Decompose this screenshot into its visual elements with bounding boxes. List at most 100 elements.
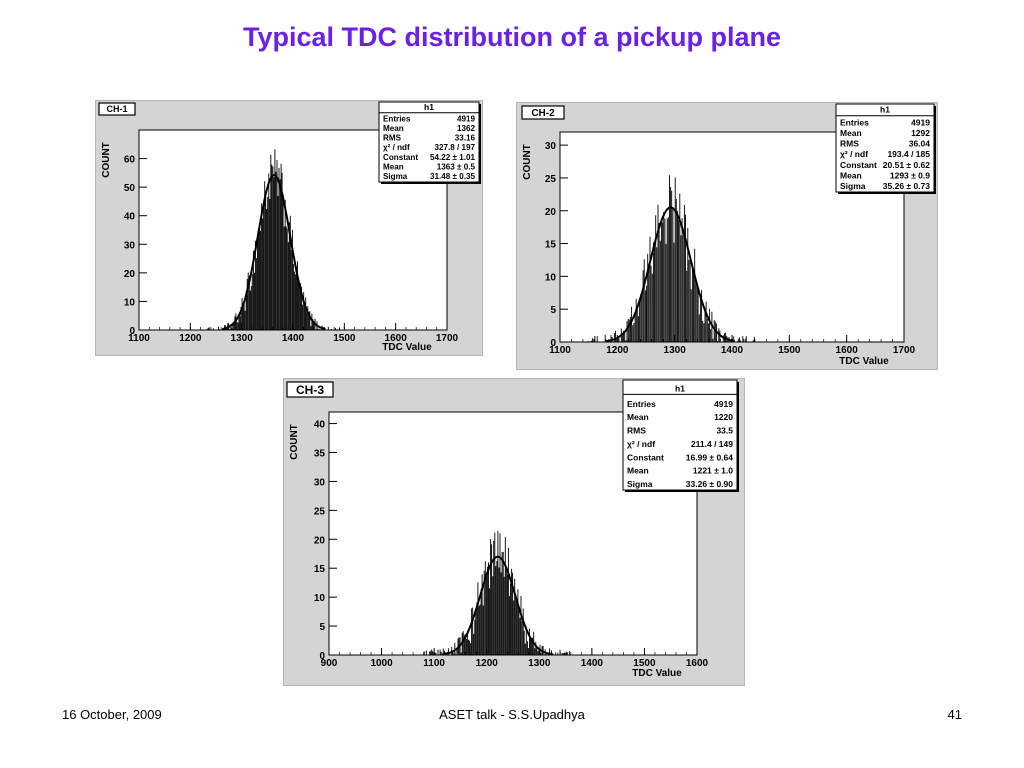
x-tick-label: 1200 [606,345,629,356]
y-tick-label: 0 [129,326,135,337]
stats-value: 1362 [457,124,476,133]
y-tick-label: 15 [545,240,557,251]
y-tick-label: 5 [319,622,325,633]
stats-value: 193.4 / 185 [887,149,930,159]
x-tick-label: 1700 [436,333,459,344]
stats-label: χ² / ndf [840,149,868,159]
x-tick-label: 1500 [333,333,356,344]
y-axis-label: COUNT [289,424,300,460]
y-tick-label: 20 [545,207,557,218]
stats-label: Constant [383,153,418,162]
x-tick-label: 1400 [282,333,305,344]
x-tick-label: 900 [321,658,338,669]
stats-box [378,101,480,183]
stats-box [622,379,738,491]
stats-value: 33.16 [455,134,476,143]
x-tick-label: 1600 [385,333,408,344]
stats-label: Sigma [840,181,866,191]
channel-label: CH-3 [296,383,324,397]
channel-label-box [98,102,136,116]
y-tick-label: 10 [545,272,557,283]
x-tick-label: 1500 [633,658,656,669]
x-tick-label: 1500 [778,345,801,356]
stats-value: 1220 [714,412,733,422]
stats-label: Entries [840,117,869,127]
stats-title: h1 [880,105,890,115]
x-tick-label: 1200 [179,333,202,344]
channel-label: CH-1 [106,104,127,114]
stats-value: 16.99 ± 0.64 [686,452,733,462]
y-tick-label: 20 [314,535,326,546]
stats-value: 1363 ± 0.5 [437,162,476,171]
y-tick-label: 10 [124,297,136,308]
stats-title: h1 [424,102,434,112]
y-tick-label: 25 [314,506,326,517]
chart-ch3: CH-3 0 5 10 15 20 25 30 35 40 900 1000 1100 1200 1300 1… [283,378,745,686]
y-tick-label: 5 [550,305,556,316]
y-axis-label: COUNT [522,144,533,180]
x-tick-label: 1600 [686,658,709,669]
x-tick-label: 1600 [836,345,859,356]
chart-ch2: CH-2 0 5 10 15 20 25 30 1100 1200 1300 1400 1500 1600… [516,102,938,370]
y-tick-label: 60 [124,155,136,166]
channel-label: CH-2 [531,108,555,119]
stats-label: Constant [627,452,664,462]
slide-number: 41 [947,707,962,722]
y-tick-label: 10 [314,593,326,604]
stats-value: 1221 ± 1.0 [693,466,733,476]
y-tick-label: 30 [545,141,557,152]
stats-label: Mean [383,162,404,171]
gaussian-fit-curve [441,555,554,656]
gaussian-fit-curve [222,174,326,331]
chart-panel-ch1: CH-1 0 10 20 30 40 50 60 1100 1200 1300 1400 1500 160… [95,100,483,356]
y-tick-label: 0 [550,338,556,349]
stats-value: 1292 [911,128,930,138]
x-tick-label: 1300 [528,658,551,669]
x-tick-label: 1100 [549,345,571,356]
x-tick-label: 1000 [370,658,393,669]
x-tick-label: 1100 [423,658,445,669]
stats-value: 31.48 ± 0.35 [430,172,475,181]
stats-label: Mean [840,128,862,138]
x-tick-label: 1300 [664,345,687,356]
stats-value: 211.4 / 149 [691,439,733,449]
stats-label: Sigma [383,172,408,181]
footer-date: 16 October, 2009 [62,707,162,722]
y-tick-label: 25 [545,174,557,185]
y-tick-label: 50 [124,183,136,194]
stats-label: RMS [840,139,859,149]
stats-value: 1293 ± 0.9 [890,170,930,180]
channel-label-box [286,381,334,398]
y-axis-label: COUNT [101,142,112,178]
channel-label-box [521,105,565,120]
stats-value: 35.26 ± 0.73 [883,181,930,191]
stats-value: 36.04 [909,139,931,149]
x-tick-label: 1300 [231,333,254,344]
stats-label: χ² / ndf [627,439,655,449]
y-tick-label: 35 [314,449,326,460]
stats-label: Sigma [627,479,653,489]
stats-value: 20.51 ± 0.62 [883,160,930,170]
stats-value: 4919 [714,399,733,409]
stats-label: Mean [627,412,649,422]
stats-label: RMS [627,426,646,436]
chart-panel-ch2: CH-2 0 5 10 15 20 25 30 1100 1200 1300 1400 1500 1600… [516,102,938,370]
stats-title: h1 [675,383,685,393]
stats-label: Mean [627,466,649,476]
y-tick-label: 30 [314,477,326,488]
stats-label: χ² / ndf [383,143,410,152]
y-tick-label: 40 [314,420,326,431]
stats-label: Entries [627,399,656,409]
y-tick-label: 15 [314,564,326,575]
slide-title: Typical TDC distribution of a pickup pla… [242,22,782,52]
x-tick-label: 1700 [893,345,916,356]
stats-label: Mean [383,124,404,133]
stats-label: Entries [383,114,411,123]
stats-label: Mean [840,170,862,180]
chart-panel-ch3: CH-3 0 5 10 15 20 25 30 35 40 900 1000 1100 1200 1300 1… [283,378,745,686]
chart-ch1: CH-1 0 10 20 30 40 50 60 1100 1200 1300 1400 1500 160… [95,100,483,356]
x-tick-label: 1100 [128,333,150,344]
x-tick-label: 1200 [476,658,499,669]
histogram-bars [587,175,755,342]
x-tick-label: 1400 [721,345,744,356]
